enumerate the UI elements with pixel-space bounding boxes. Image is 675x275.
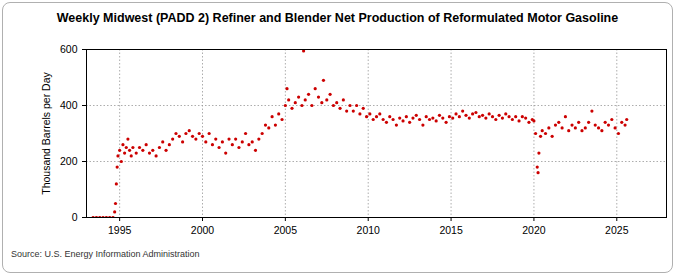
svg-text:400: 400: [60, 99, 78, 111]
svg-text:2020: 2020: [522, 224, 546, 236]
svg-text:Thousand Barrels per Day: Thousand Barrels per Day: [40, 71, 52, 194]
svg-text:2015: 2015: [439, 224, 463, 236]
html-text:Weekly Midwest (PADD 2) Refine: Weekly Midwest (PADD 2) Refiner and Blen…: [56, 11, 619, 25]
svg-text:2000: 2000: [191, 224, 215, 236]
svg-text:2010: 2010: [357, 224, 381, 236]
svg-text:0: 0: [72, 211, 78, 223]
svg-text:1995: 1995: [108, 224, 132, 236]
svg-text:2005: 2005: [274, 224, 298, 236]
svg-text:600: 600: [60, 43, 78, 55]
svg-text:2025: 2025: [605, 224, 629, 236]
html-text:Source: U.S. Energy Informatio: Source: U.S. Energy Information Administ…: [11, 249, 200, 259]
svg-text:200: 200: [60, 155, 78, 167]
